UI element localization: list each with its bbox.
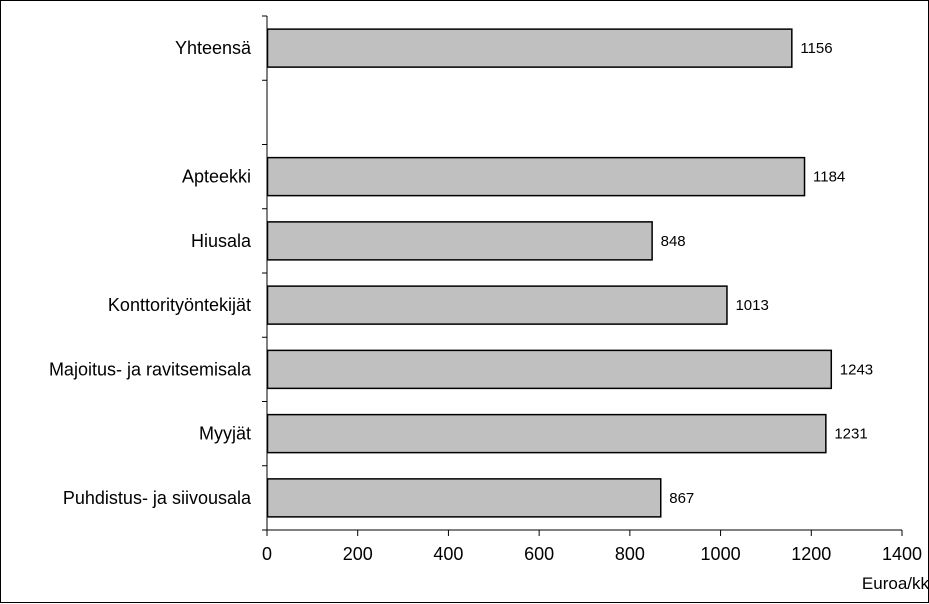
bar [266,28,793,68]
x-tick-label: 800 [615,544,645,564]
x-tick-label: 0 [262,544,272,564]
bar [266,221,653,261]
data-label: 1184 [813,169,845,186]
bar [266,413,827,454]
category-label: Myyjät [199,424,251,444]
bar [266,285,728,325]
bar [266,349,833,390]
category-label: Puhdistus- ja siivousala [63,488,252,508]
bars [266,28,833,518]
x-tick-label: 1000 [701,544,741,564]
x-tick-label: 400 [433,544,463,564]
bar [266,156,806,197]
x-tick-label: 200 [343,544,373,564]
category-label: Konttorityöntekijät [108,295,251,315]
category-label: Yhteensä [175,38,252,58]
category-label: Hiusala [191,231,252,251]
category-label: Apteekki [182,167,251,187]
x-tick-label: 1200 [791,544,831,564]
data-label: 848 [661,233,686,250]
data-label: 1013 [735,297,768,314]
bar [266,478,662,518]
labels: 0 200 400 600 800 1000 1200 1400 Yhteensä 1156 Apt… [49,38,922,564]
category-label: Majoitus- ja ravitsemisala [49,359,252,379]
data-label: 1243 [840,361,873,378]
x-tick-label: 1400 [882,544,922,564]
x-tick-label: 600 [524,544,554,564]
axes [262,15,903,536]
data-label: 1156 [800,40,832,57]
data-label: 1231 [834,426,867,443]
x-axis-title: Euroa/kk [862,574,929,593]
data-label: 867 [669,490,694,507]
